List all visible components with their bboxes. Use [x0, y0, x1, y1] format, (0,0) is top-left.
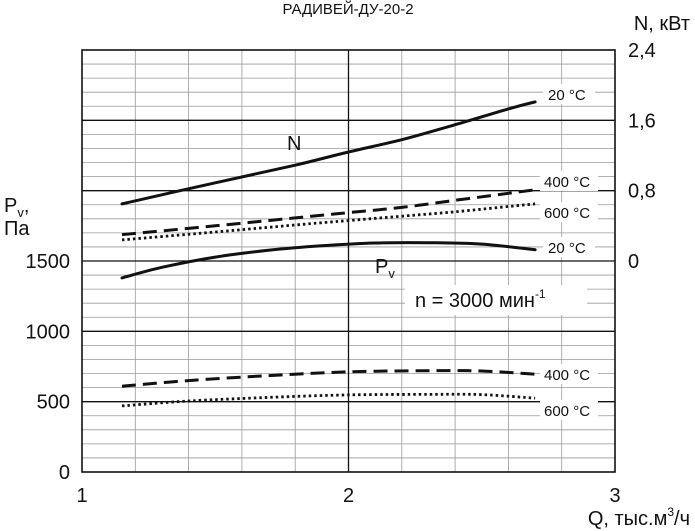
curve-label: 400 °C: [544, 174, 590, 191]
y-right-axis-label: N, кВт: [634, 13, 690, 35]
curve-temperature-labels: 20 °C 400 °C 600 °C 20 °C 400 °C 600 °C: [540, 84, 598, 420]
y-left-tick-label: 0: [59, 462, 70, 484]
speed-annotation: n = 3000 мин-1: [405, 285, 587, 315]
major-grid: [82, 50, 615, 472]
curve-label: 600 °C: [544, 205, 590, 222]
x-tick-label: 3: [609, 485, 620, 507]
series-line-power-dashed: [121, 188, 536, 237]
y-right-tick-label: 0: [628, 251, 639, 273]
curve-name-labels: N Pv: [287, 133, 395, 281]
series-line-pressure-dotted: [121, 392, 536, 408]
y-left-tick-label: 1000: [26, 321, 71, 343]
series-line-pressure-dashed: [121, 369, 536, 388]
x-axis: 1 2 3 Q, тыс.м3/ч: [76, 485, 690, 530]
curve-name-n: N: [287, 133, 301, 155]
x-axis-label: Q, тыс.м3/ч: [588, 505, 690, 530]
series-line-power-solid: [120, 100, 537, 206]
y-left-tick-label: 500: [37, 392, 70, 414]
x-tick-label: 2: [343, 485, 354, 507]
curve-label: 400 °C: [544, 367, 590, 384]
y-right-tick-label: 0,8: [628, 181, 656, 203]
curve-label: 20 °C: [548, 240, 586, 257]
series-line-pressure-solid: [120, 241, 537, 280]
y-right-tick-label: 1,6: [628, 110, 656, 132]
speed-annotation-text: n = 3000 мин-1: [415, 287, 546, 312]
curve-label: 20 °C: [548, 87, 586, 104]
y-left-axis-label-unit: Па: [4, 218, 30, 240]
y-axis-right: 0 0,8 1,6 2,4 N, кВт: [628, 13, 690, 273]
curve-name-pv: Pv: [375, 256, 395, 281]
curve-label: 600 °C: [544, 403, 590, 420]
plot-frame: [81, 49, 616, 473]
y-left-axis-label: Pv,: [4, 195, 29, 220]
series-layer: [120, 100, 537, 408]
x-tick-label: 1: [76, 485, 87, 507]
y-right-tick-label: 2,4: [628, 40, 656, 62]
y-axis-left: 0 500 1000 1500 Pv, Па: [4, 195, 70, 484]
chart-title: РАДИВЕЙ-ДУ-20-2: [282, 0, 413, 18]
series-line-power-dotted: [121, 202, 536, 242]
y-left-tick-label: 1500: [26, 251, 71, 273]
